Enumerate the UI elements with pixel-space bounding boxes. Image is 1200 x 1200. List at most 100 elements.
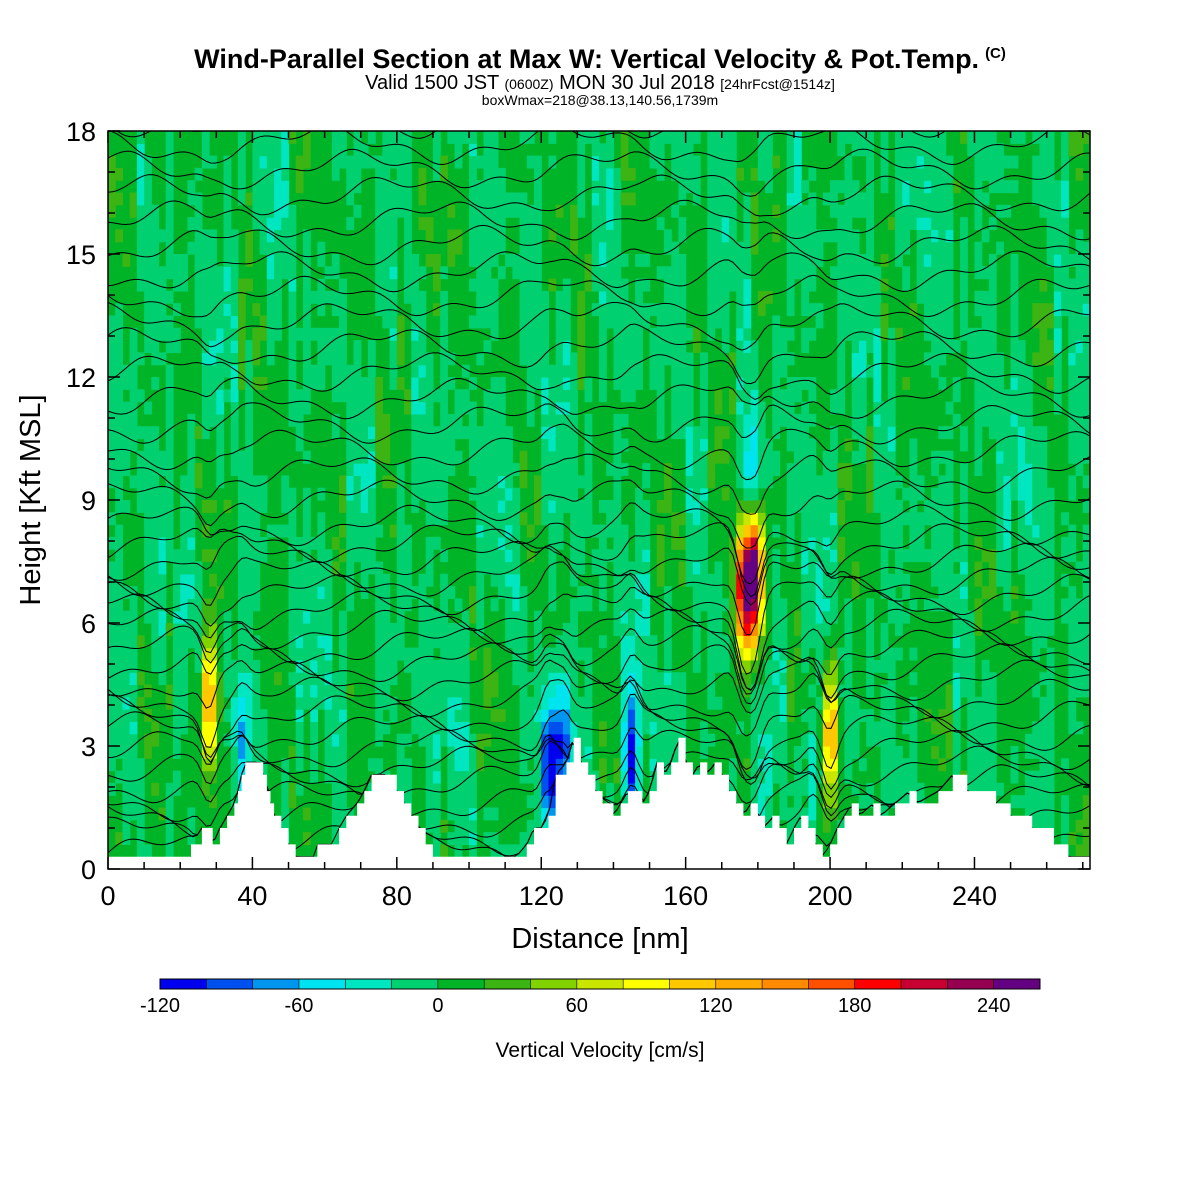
velocity-cell [714,131,723,144]
velocity-cell [945,746,954,759]
velocity-cell [743,254,752,267]
velocity-cell [931,352,939,366]
velocity-cell [952,696,961,710]
velocity-cell [375,180,383,194]
velocity-cell [1075,721,1084,735]
velocity-cell [620,463,629,476]
velocity-cell [425,561,434,575]
velocity-cell [837,290,846,304]
velocity-cell [707,155,716,169]
velocity-cell [483,696,492,710]
velocity-cell [324,623,333,636]
velocity-cell [620,143,629,157]
velocity-cell [136,844,145,858]
velocity-cell [981,290,990,304]
velocity-cell [656,217,665,230]
velocity-cell [1075,167,1084,181]
velocity-cell [339,500,347,513]
velocity-cell [295,167,304,181]
velocity-cell [317,512,326,526]
velocity-cell [584,413,593,427]
velocity-cell [678,131,687,144]
velocity-cell [627,192,636,206]
velocity-cell [808,807,817,821]
velocity-cell [649,733,658,747]
velocity-cell [960,131,968,144]
velocity-cell [194,610,203,624]
velocity-cell [620,352,629,366]
velocity-cell [779,782,788,796]
velocity-cell [707,241,716,255]
velocity-cell [172,278,181,292]
velocity-cell [115,672,124,686]
velocity-cell [360,500,369,513]
velocity-cell [115,733,124,747]
velocity-cell [728,610,737,624]
velocity-cell [743,573,752,587]
velocity-cell [916,143,925,157]
velocity-cell [259,217,268,230]
velocity-cell [1068,598,1077,612]
velocity-cell [237,721,246,735]
velocity-cell [209,549,217,563]
velocity-cell [728,192,737,206]
velocity-cell [317,487,326,501]
velocity-cell [281,204,290,218]
velocity-cell [519,684,528,698]
velocity-cell [736,426,745,440]
velocity-cell [577,167,586,181]
velocity-cell [476,278,485,292]
velocity-cell [974,426,983,440]
velocity-cell [483,733,492,747]
velocity-cell [895,573,903,587]
velocity-cell [353,512,362,526]
velocity-cell [331,167,340,181]
velocity-cell [483,389,492,403]
velocity-cell [772,623,781,636]
velocity-cell [317,352,326,366]
velocity-cell [454,635,463,649]
velocity-cell [620,598,629,612]
velocity-cell [656,167,665,181]
velocity-cell [570,709,578,722]
velocity-cell [360,549,369,563]
velocity-cell [259,758,268,772]
velocity-cell [541,389,550,403]
velocity-cell [1068,450,1077,464]
velocity-cell [534,290,542,304]
velocity-cell [375,303,383,317]
velocity-cell [931,266,939,280]
velocity-cell [404,647,412,661]
velocity-cell [801,463,809,476]
velocity-cell [483,463,492,476]
velocity-cell [302,623,311,636]
velocity-cell [541,795,550,809]
velocity-cell [447,709,456,722]
velocity-cell [866,450,874,464]
velocity-cell [988,278,997,292]
velocity-cell [801,229,809,243]
velocity-cell [548,672,557,686]
velocity-cell [786,290,795,304]
velocity-cell [822,758,831,772]
velocity-cell [858,426,867,440]
colorbar-swatch [206,979,254,989]
velocity-cell [548,795,557,809]
velocity-cell [1082,844,1090,858]
velocity-cell [201,758,210,772]
velocity-cell [534,623,542,636]
y-tick-label: 3 [81,732,96,762]
velocity-cell [490,475,499,489]
velocity-cell [490,278,499,292]
velocity-cell [815,475,824,489]
velocity-cell [172,303,181,317]
velocity-cell [952,659,961,673]
velocity-cell [866,229,874,243]
velocity-cell [880,807,889,821]
velocity-cell [887,672,896,686]
velocity-cell [331,721,340,735]
velocity-cell [339,721,347,735]
velocity-cell [736,401,745,415]
velocity-cell [599,254,607,267]
velocity-cell [411,696,420,710]
